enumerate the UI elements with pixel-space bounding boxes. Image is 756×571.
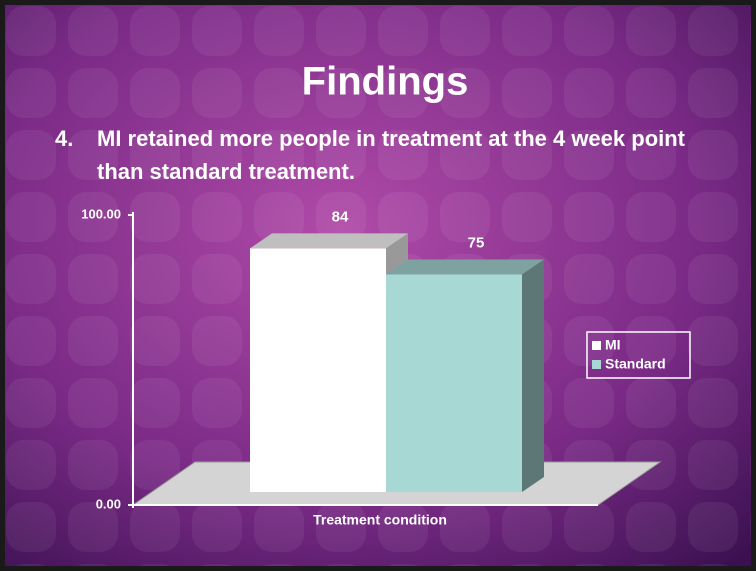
- bar: [386, 274, 522, 492]
- value-label: 84: [332, 208, 349, 225]
- legend-label: Standard: [605, 356, 666, 372]
- bar-top: [250, 233, 408, 249]
- value-label: 75: [468, 234, 485, 251]
- slide-title: Findings: [302, 60, 469, 104]
- bullet: 4. MI retained more people in treatment …: [55, 122, 695, 188]
- bullet-text: MI retained more people in treatment at …: [97, 126, 686, 184]
- legend-label: MI: [605, 337, 621, 353]
- y-tick-label: 0.00: [96, 496, 121, 511]
- bar-side: [522, 259, 544, 492]
- legend-swatch: [592, 360, 601, 369]
- legend-swatch: [592, 341, 601, 350]
- bullet-number: 4.: [55, 126, 74, 151]
- bar-top: [386, 259, 544, 275]
- bar: [250, 248, 386, 492]
- legend: [586, 331, 691, 379]
- y-tick-label: 100.00: [81, 206, 121, 221]
- x-axis-label: Treatment condition: [313, 512, 447, 528]
